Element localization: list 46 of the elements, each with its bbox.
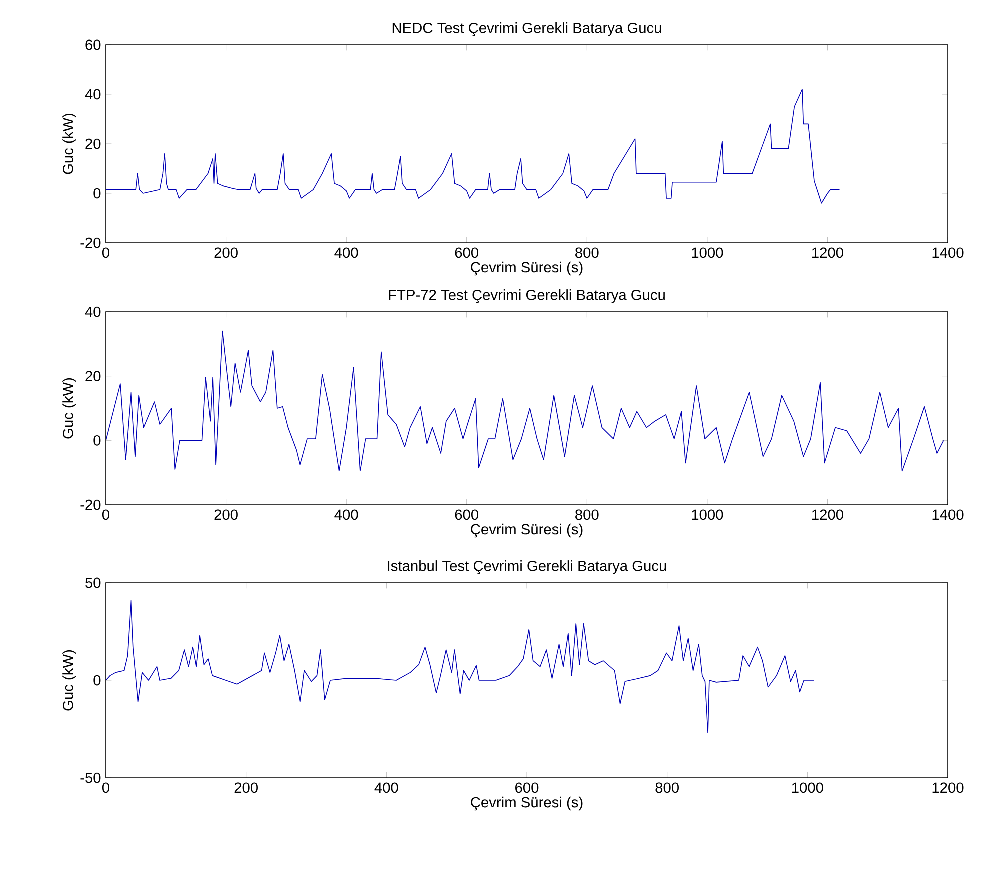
y-axis-title: Guc (kW) (62, 650, 76, 711)
x-tick-label: 1200 (812, 510, 844, 520)
x-tick-label: 200 (214, 248, 238, 258)
y-tick-label: 40 (85, 306, 101, 318)
y-tick-label: 60 (86, 40, 101, 50)
chart-title: Istanbul Test Çevrimi Gerekli Batarya Gucu (388, 560, 666, 574)
x-tick-label: 200 (234, 782, 258, 794)
x-tick-label: 1000 (792, 782, 824, 794)
x-tick-label: 800 (576, 510, 599, 520)
y-tick-label: 0 (94, 188, 101, 199)
y-tick-label: 0 (94, 675, 101, 686)
x-tick-label: 1400 (932, 510, 964, 520)
y-tick-label: 40 (85, 89, 101, 100)
x-tick-label: 1000 (692, 248, 724, 258)
x-tick-label: 0 (102, 782, 110, 794)
x-axis-title: Çevrim Süresi (s) (471, 796, 583, 811)
x-tick-label: 800 (576, 248, 599, 258)
x-tick-label: 600 (455, 248, 479, 258)
x-tick-label: 200 (214, 510, 238, 520)
x-tick-label: 600 (516, 782, 539, 794)
x-tick-label: 400 (334, 510, 358, 520)
chart-title: NEDC Test Çevrimi Gerekli Batarya Gucu (392, 22, 662, 36)
x-axis-title: Çevrim Süresi (s) (471, 524, 583, 538)
x-axis-title: Çevrim Süresi (s) (471, 262, 583, 276)
x-tick-label: 800 (656, 782, 679, 794)
chart-title: FTP-72 Test Çevrimi Gerekli Batarya Gucu (389, 290, 665, 304)
x-tick-label: 1200 (932, 782, 964, 794)
x-tick-label: 1400 (932, 248, 964, 258)
y-tick-label: 20 (86, 138, 101, 150)
x-tick-label: 1000 (692, 510, 724, 520)
x-tick-label: 400 (374, 782, 398, 794)
x-tick-label: 400 (334, 248, 358, 258)
y-axis-title: Guc (kW) (62, 378, 76, 439)
y-tick-label: -20 (80, 500, 101, 510)
y-tick-label: 20 (86, 371, 101, 382)
y-tick-label: -50 (80, 772, 101, 784)
line-series (106, 89, 840, 204)
x-tick-label: 1200 (812, 248, 844, 258)
y-tick-label: -20 (80, 238, 101, 248)
x-tick-label: 0 (102, 248, 110, 258)
x-tick-label: 600 (455, 510, 479, 520)
y-tick-label: 0 (94, 435, 101, 446)
line-series (106, 330, 944, 472)
x-tick-label: 0 (102, 510, 110, 520)
y-axis-title: Guc (kW) (62, 114, 76, 174)
y-tick-label: 50 (86, 578, 101, 588)
